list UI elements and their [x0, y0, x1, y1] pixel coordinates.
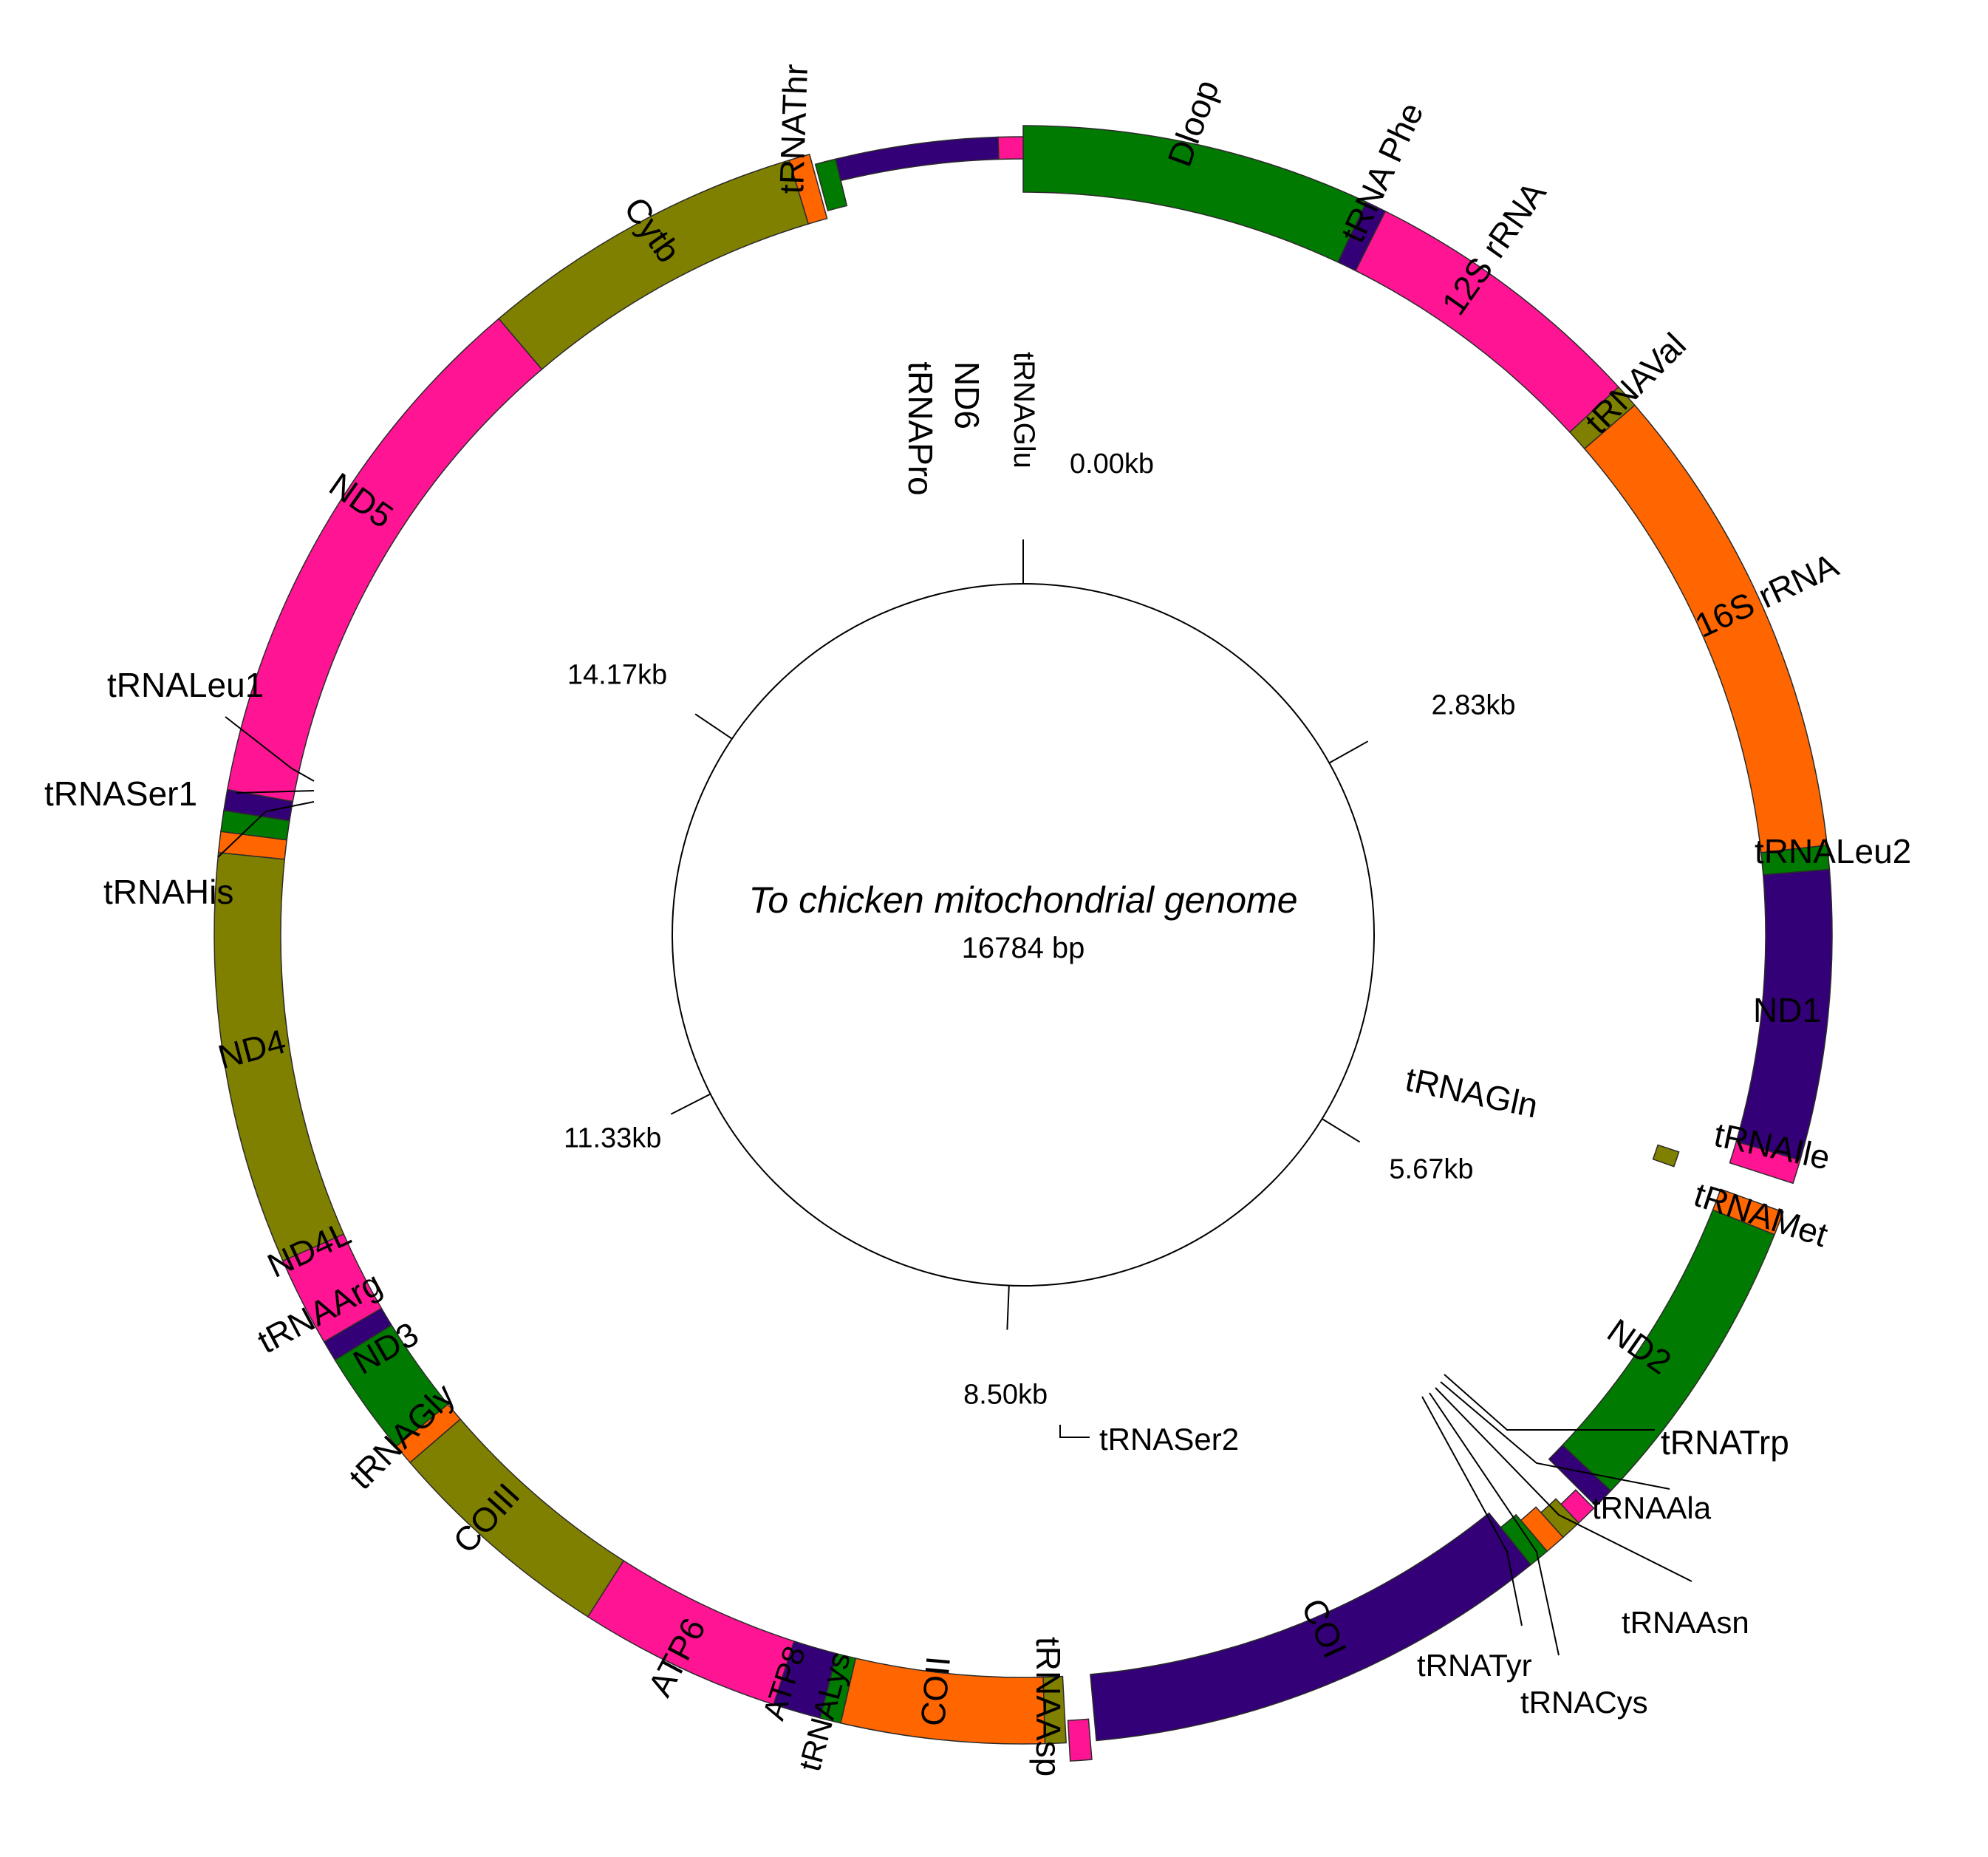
label-trna-thr: tRNAThr — [772, 64, 815, 194]
label-trna-asp: tRNAAsp — [1029, 1637, 1068, 1776]
scale-tick-line — [1328, 740, 1369, 764]
segment-trna-pro — [814, 158, 848, 211]
gene-segments — [214, 125, 1833, 1762]
label-trna-asn: tRNAAsn — [1622, 1605, 1749, 1640]
segment-trna-gln — [1652, 1144, 1680, 1168]
label-nd1: ND1 — [1753, 991, 1821, 1029]
label-trna-gln: tRNAGln — [1402, 1060, 1541, 1125]
label-trna-ser1: tRNASer1 — [44, 774, 197, 813]
scale-tick-label: 0.00kb — [1070, 449, 1154, 480]
scale-tick-line — [1321, 1118, 1361, 1143]
scale-tick-label: 2.83kb — [1431, 689, 1515, 720]
segment-trna-glu — [997, 136, 1024, 160]
scale-tick-line — [670, 1093, 711, 1115]
genome-length: 16784 bp — [962, 932, 1085, 964]
leader-lines — [217, 716, 1692, 1656]
label-trna-ala: tRNAAla — [1592, 1490, 1712, 1525]
label-trna-tyr: tRNATyr — [1417, 1648, 1532, 1683]
segment-trna-thr — [788, 153, 828, 225]
scale-tick-line — [694, 713, 733, 740]
scale-tick-line — [1006, 1285, 1010, 1330]
label-trna-leu1: tRNALeu1 — [107, 666, 264, 704]
label-trna-trp: tRNATrp — [1661, 1423, 1789, 1462]
segment-nd6 — [835, 136, 1000, 182]
segment-trna-ser2 — [1067, 1718, 1093, 1762]
label-trna-leu2: tRNALeu2 — [1755, 832, 1911, 870]
genome-title: To chicken mitochondrial genome — [748, 879, 1297, 921]
label-coii: COII — [913, 1655, 957, 1728]
scale-tick-label: 11.33kb — [564, 1123, 661, 1154]
scale-tick-label: 5.67kb — [1389, 1154, 1473, 1185]
segment-trna-ile — [1729, 1140, 1801, 1185]
label-trna-cys: tRNACys — [1520, 1685, 1648, 1720]
segment-nd5 — [226, 318, 543, 803]
scale-ticks: 0.00kb 2.83kb 5.67kb 8.50kb 11.33kb 14.17kb — [564, 449, 1516, 1411]
label-nd6: ND6 — [948, 361, 986, 429]
scale-tick-label: 8.50kb — [963, 1380, 1048, 1411]
label-trna-pro: tRNAPro — [901, 361, 940, 495]
segment-coiii — [409, 1418, 625, 1618]
label-trna-ser2: tRNASer2 — [1099, 1422, 1239, 1456]
segment-trna-trp — [1548, 1444, 1612, 1507]
segment-coi — [1090, 1512, 1532, 1742]
label-trna-glu: tRNAGlu — [1008, 352, 1040, 468]
scale-tick-label: 14.17kb — [567, 660, 667, 691]
label-trna-his: tRNAHis — [103, 873, 233, 911]
